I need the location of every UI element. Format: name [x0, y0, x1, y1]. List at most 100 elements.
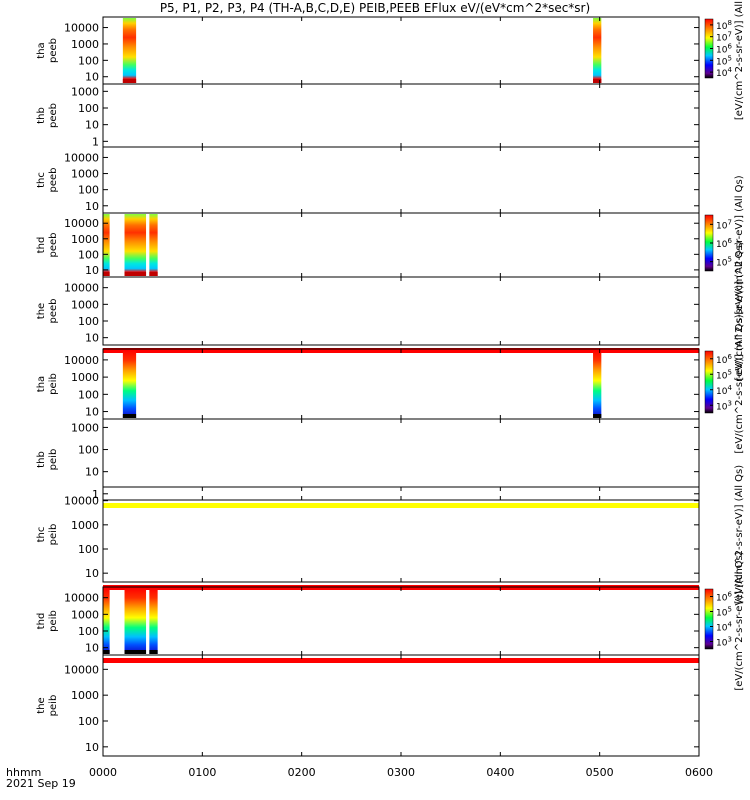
spectrogram-block — [124, 588, 147, 654]
colorbar-label: 107 — [716, 31, 732, 44]
y-tick-label: 10 — [85, 264, 99, 277]
low-energy-band — [124, 650, 147, 654]
colorbar — [704, 350, 714, 414]
panel-frame — [102, 276, 700, 346]
colorbar-label: 104 — [716, 66, 732, 79]
colorbar-label: 103 — [716, 636, 732, 649]
x-tick-label: 0000 — [89, 766, 117, 779]
y-tick-label: 10000 — [64, 217, 99, 230]
low-energy-band — [149, 650, 158, 654]
spectrogram-block — [593, 350, 602, 418]
y-tick-label: 1 — [92, 135, 99, 148]
low-energy-band — [122, 414, 137, 418]
colorbar-label: 104 — [716, 384, 732, 397]
spectrogram-block — [122, 350, 137, 418]
panel-species-label: peib — [48, 524, 59, 546]
panel-probe-label: thd — [36, 613, 47, 630]
colorbar — [704, 588, 714, 650]
y-tick-label: 100 — [78, 543, 99, 556]
panel-species-label: peib — [48, 449, 59, 471]
spectrogram-block — [103, 588, 110, 654]
panel-species-label: peib — [48, 373, 59, 395]
colorbar-label: 104 — [716, 621, 732, 634]
colorbar-unit-label: [eV/(cm^2-s-sr-eV)] (All Qs) — [734, 551, 745, 690]
panel-frame — [102, 348, 700, 420]
colorbar-label: 105 — [716, 54, 732, 67]
y-tick-label: 10 — [85, 642, 99, 655]
colorbar-label: 105 — [716, 256, 732, 269]
panel-species-label: peib — [48, 610, 59, 632]
y-tick-label: 1000 — [71, 421, 99, 434]
y-tick-label: 1000 — [71, 85, 99, 98]
y-tick-label: 100 — [78, 388, 99, 401]
spectrogram-block — [122, 18, 137, 83]
spectrogram-block — [149, 588, 158, 654]
low-energy-band — [593, 79, 602, 83]
y-tick-label: 100 — [78, 444, 99, 457]
y-tick-label: 10000 — [64, 495, 99, 508]
panel-probe-label: thc — [36, 172, 47, 188]
panel-frame — [102, 146, 700, 214]
y-tick-label: 1000 — [71, 689, 99, 702]
panel-species-label: peeb — [48, 168, 59, 193]
low-energy-band — [124, 272, 147, 276]
y-tick-label: 1000 — [71, 298, 99, 311]
y-tick-label: 100 — [78, 102, 99, 115]
panel-probe-label: thc — [36, 527, 47, 543]
panel-frame — [102, 83, 700, 148]
time-unit-label: hhmm — [6, 766, 42, 779]
y-tick-label: 10 — [85, 119, 99, 132]
spectrogram-block — [149, 214, 158, 276]
x-tick-label: 0600 — [685, 766, 713, 779]
colorbar-label: 108 — [716, 19, 732, 32]
low-energy-band — [593, 414, 602, 418]
panel-frame — [102, 212, 700, 278]
colorbar-unit-label: [eV/(cm^2-s-sr-eV)] (All Qs) — [734, 314, 745, 453]
spectrogram-block — [124, 214, 147, 276]
y-tick-label: 10 — [85, 406, 99, 419]
low-energy-band — [122, 79, 137, 83]
panel-species-label: peeb — [48, 38, 59, 63]
panel-probe-label: tha — [36, 376, 47, 392]
panel-probe-label: tha — [36, 42, 47, 58]
low-energy-band — [149, 272, 158, 276]
y-tick-label: 1000 — [71, 38, 99, 51]
x-tick-label: 0500 — [586, 766, 614, 779]
plot-title: P5, P1, P2, P3, P4 (TH-A,B,C,D,E) PEIB,P… — [159, 1, 591, 15]
y-tick-label: 10 — [85, 332, 99, 345]
y-tick-label: 1 — [92, 488, 99, 501]
y-tick-label: 10000 — [64, 592, 99, 605]
y-tick-label: 1000 — [71, 519, 99, 532]
y-tick-label: 100 — [78, 315, 99, 328]
y-tick-label: 100 — [78, 184, 99, 197]
panel-frame — [102, 654, 700, 757]
y-tick-label: 10 — [85, 466, 99, 479]
y-tick-label: 100 — [78, 715, 99, 728]
y-tick-label: 10000 — [64, 354, 99, 367]
y-tick-label: 10 — [85, 741, 99, 754]
panel-probe-label: thb — [36, 107, 47, 124]
colorbar-unit-label: [eV/(cm^2-s-sr-eV)] (All Qs) — [734, 0, 745, 120]
date-label: 2021 Sep 19 — [6, 777, 76, 790]
y-tick-label: 10000 — [64, 151, 99, 164]
y-tick-label: 100 — [78, 54, 99, 67]
y-tick-label: 1000 — [71, 233, 99, 246]
bottom-band — [103, 503, 699, 508]
y-tick-label: 10000 — [64, 22, 99, 35]
x-tick-label: 0300 — [387, 766, 415, 779]
panel-species-label: peeb — [48, 233, 59, 258]
colorbar-label: 105 — [716, 368, 732, 381]
y-tick-label: 10 — [85, 200, 99, 213]
bottom-band — [103, 658, 699, 663]
colorbar-label: 105 — [716, 606, 732, 619]
panel-probe-label: thb — [36, 451, 47, 468]
y-tick-label: 100 — [78, 625, 99, 638]
y-tick-label: 1000 — [71, 168, 99, 181]
panel-frame — [102, 16, 700, 85]
x-tick-label: 0100 — [188, 766, 216, 779]
panel-species-label: peeb — [48, 103, 59, 128]
x-tick-label: 0200 — [288, 766, 316, 779]
colorbar-unit-label: [eV/(cm^2-s-sr-eV)] (All Qs) — [734, 175, 745, 314]
colorbar-label: 106 — [716, 43, 732, 56]
